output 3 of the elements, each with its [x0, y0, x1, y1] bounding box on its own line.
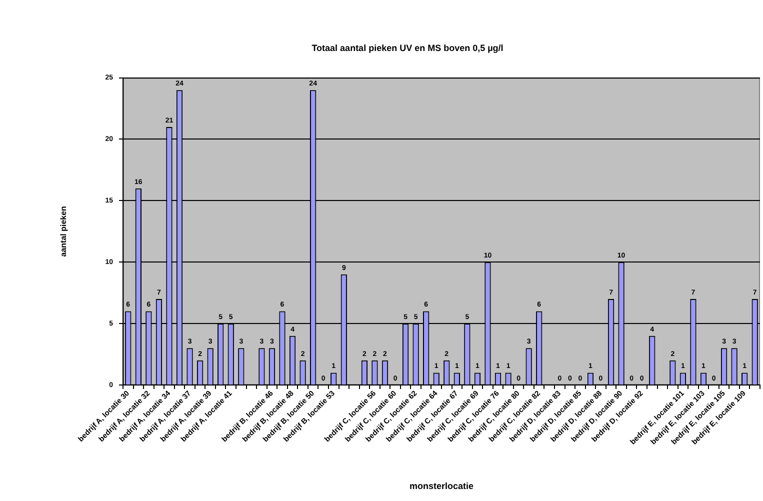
x-axis-title: monsterlocatie	[409, 481, 474, 492]
chart-title: Totaal aantal pieken UV en MS boven 0,5 µg/l	[312, 42, 504, 53]
y-axis-title: aantal pieken	[59, 206, 68, 257]
